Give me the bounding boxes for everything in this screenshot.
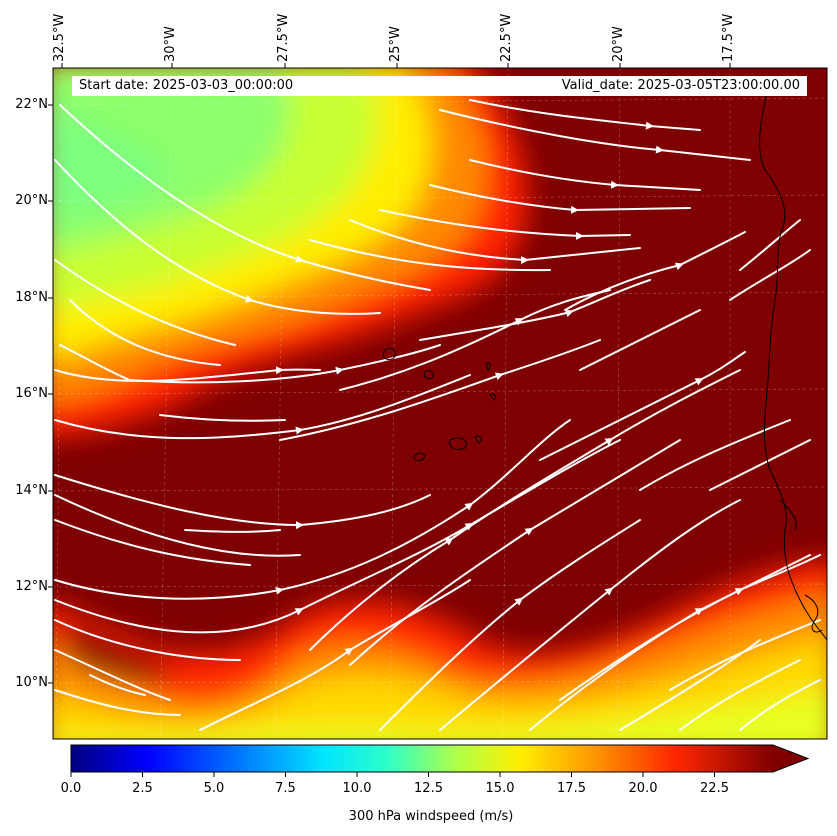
streamline	[564, 231, 746, 311]
streamline	[559, 554, 821, 701]
streamline	[339, 289, 611, 391]
streamline	[54, 259, 236, 346]
streamline	[54, 374, 471, 440]
streamline	[419, 279, 651, 341]
streamline	[579, 309, 701, 371]
streamline	[54, 159, 381, 315]
streamline	[379, 519, 641, 731]
colorbar-extend-arrow	[773, 745, 808, 772]
lon-label: 20°W	[611, 26, 626, 62]
colorbar-tick-label: 22.5	[700, 781, 729, 796]
colorbar-tick-label: 15.0	[485, 781, 515, 796]
date-info-box: Start date: 2025-03-03_00:00:00 Valid_da…	[72, 76, 807, 96]
cape-verde-island	[382, 347, 396, 361]
streamline	[54, 689, 181, 716]
streamline	[159, 414, 286, 422]
start-date-text: Start date: 2025-03-03_00:00:00	[79, 78, 294, 93]
lat-label: 10°N	[15, 675, 48, 690]
colorbar-tick-label: 20.0	[628, 781, 658, 796]
streamline	[59, 104, 431, 291]
lon-label: 30°W	[163, 26, 178, 62]
streamline	[729, 249, 811, 301]
colorbar-ticks	[70, 772, 715, 777]
map-frame	[52, 67, 828, 740]
lat-label: 14°N	[15, 483, 48, 498]
streamline	[439, 499, 741, 731]
streamline	[199, 579, 471, 731]
streamline	[709, 439, 811, 491]
cape-verde-island	[423, 370, 434, 380]
streamline	[89, 674, 146, 696]
streamline	[379, 209, 631, 240]
lat-label: 16°N	[15, 386, 48, 401]
lon-label: 22.5°W	[499, 13, 514, 62]
colorbar-tick-label: 5.0	[203, 781, 225, 796]
cape-verde-island	[413, 452, 425, 461]
streamline	[54, 366, 321, 382]
lon-label: 27.5°W	[276, 13, 291, 62]
streamline	[349, 219, 641, 265]
colorbar-tick-label: 12.5	[414, 781, 443, 796]
streamline	[59, 344, 131, 381]
streamline	[739, 679, 821, 731]
streamline	[669, 619, 821, 691]
streamline	[679, 659, 801, 731]
lat-label: 12°N	[15, 579, 48, 594]
coastline	[382, 79, 827, 641]
streamline	[54, 649, 171, 701]
streamline	[69, 299, 221, 366]
cape-verde-island	[449, 437, 467, 450]
colorbar-gradient	[71, 745, 773, 772]
streamline	[739, 219, 801, 271]
streamline	[54, 494, 301, 557]
streamline	[54, 619, 241, 661]
valid-date-text: Valid_date: 2025-03-05T23:00:00.00	[561, 78, 800, 93]
streamline	[309, 239, 551, 272]
lon-label: 25°W	[388, 26, 403, 62]
colorbar-tick-label: 2.5	[132, 781, 153, 796]
streamline	[469, 159, 701, 191]
colorbar-tick-label: 17.5	[557, 781, 586, 796]
lon-label: 32.5°W	[52, 13, 67, 62]
colorbar-label: 300 hPa windspeed (m/s)	[348, 809, 514, 824]
cape-verde-island	[474, 435, 482, 444]
coast-detail	[804, 594, 823, 633]
streamline	[439, 109, 751, 161]
colorbar-tick-label: 10.0	[342, 781, 372, 796]
cape-verde-island	[485, 361, 491, 371]
colorbar-outline	[70, 744, 810, 773]
lat-label: 22°N	[15, 97, 48, 112]
streamline	[469, 99, 701, 131]
streamline	[129, 344, 441, 384]
lat-label: 20°N	[15, 193, 48, 208]
streamline	[279, 339, 601, 441]
colorbar	[70, 744, 810, 777]
streamline	[54, 519, 251, 566]
cape-verde-island	[489, 393, 497, 401]
lat-label: 18°N	[15, 290, 48, 305]
streamline	[184, 529, 281, 533]
africa-coast	[759, 79, 827, 641]
lon-label: 17.5°W	[721, 13, 736, 62]
axis-ticks	[48, 63, 731, 684]
streamline	[429, 184, 691, 214]
streamline	[639, 419, 791, 491]
colorbar-tick-label: 7.5	[275, 781, 296, 796]
coast-detail	[779, 499, 797, 531]
streamline	[309, 369, 741, 651]
streamlines	[54, 99, 821, 731]
colorbar-tick-label: 0.0	[60, 781, 82, 796]
windspeed-field	[53, 68, 827, 739]
